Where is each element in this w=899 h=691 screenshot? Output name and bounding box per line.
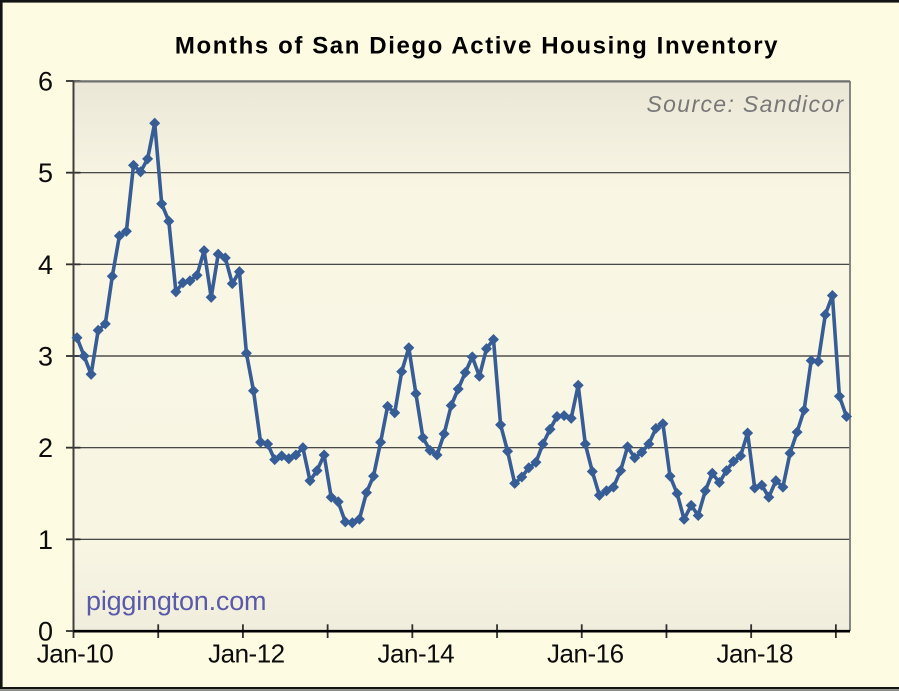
svg-text:Jan-18: Jan-18 bbox=[716, 639, 793, 669]
svg-text:Jan-10: Jan-10 bbox=[37, 639, 114, 669]
svg-text:piggington.com: piggington.com bbox=[86, 586, 266, 616]
svg-text:6: 6 bbox=[38, 67, 53, 97]
svg-text:Jan-16: Jan-16 bbox=[547, 639, 624, 669]
svg-text:Jan-12: Jan-12 bbox=[208, 639, 285, 669]
svg-text:Jan-14: Jan-14 bbox=[378, 639, 455, 669]
svg-text:4: 4 bbox=[38, 250, 53, 280]
svg-text:Source: Sandicor: Source: Sandicor bbox=[646, 91, 844, 117]
svg-text:Months of San Diego Active Hou: Months of San Diego Active Housing Inven… bbox=[175, 33, 779, 60]
svg-text:1: 1 bbox=[38, 525, 53, 555]
svg-text:3: 3 bbox=[38, 342, 53, 372]
svg-text:0: 0 bbox=[38, 617, 53, 647]
svg-text:5: 5 bbox=[38, 158, 53, 188]
svg-text:2: 2 bbox=[38, 433, 53, 463]
